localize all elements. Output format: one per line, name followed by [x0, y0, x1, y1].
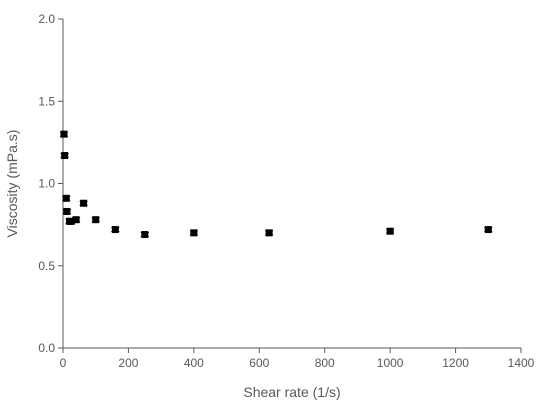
- square-marker: [67, 217, 75, 225]
- square-marker: [61, 152, 69, 160]
- y-tick-label: 1.5: [38, 94, 55, 108]
- y-tick-group: 0.0 0.5 1.0 1.5 2.0: [38, 12, 63, 355]
- x-tick-label: 200: [118, 356, 138, 370]
- square-marker: [386, 227, 394, 235]
- axes: [62, 19, 521, 349]
- x-tick-label: 400: [184, 356, 204, 370]
- square-marker: [80, 199, 88, 207]
- square-marker: [63, 207, 71, 215]
- x-tick-label: 800: [315, 356, 335, 370]
- data-point: [265, 229, 274, 237]
- data-point: [189, 229, 198, 237]
- data-point: [91, 216, 100, 224]
- data-point: [59, 130, 68, 138]
- data-point: [140, 230, 149, 238]
- data-point: [79, 199, 88, 207]
- data-point: [72, 216, 81, 224]
- y-tick-label: 0.0: [38, 341, 55, 355]
- x-tick-label: 600: [249, 356, 269, 370]
- x-tick-label: 0: [60, 356, 67, 370]
- square-marker: [111, 226, 119, 234]
- data-points: [59, 130, 493, 238]
- square-marker: [60, 130, 68, 138]
- y-tick-label: 1.0: [38, 177, 55, 191]
- square-marker: [190, 229, 198, 237]
- data-point: [111, 226, 120, 234]
- y-axis-label: Viscosity (mPa.s): [4, 130, 20, 238]
- y-tick-label: 2.0: [38, 12, 55, 26]
- y-tick-label: 0.5: [38, 259, 55, 273]
- square-marker: [72, 216, 80, 224]
- square-marker: [265, 229, 273, 237]
- x-tick-label: 1400: [508, 356, 535, 370]
- data-point: [484, 226, 493, 234]
- square-marker: [92, 216, 100, 224]
- square-marker: [141, 230, 149, 238]
- square-marker: [484, 226, 492, 234]
- x-tick-group: 0 200 400 600 800 1000 1200 1400: [60, 348, 535, 370]
- data-point: [62, 207, 71, 215]
- data-point: [62, 194, 71, 202]
- x-tick-label: 1200: [442, 356, 469, 370]
- x-tick-label: 1000: [377, 356, 404, 370]
- data-point: [60, 152, 69, 160]
- x-axis-label: Shear rate (1/s): [243, 384, 340, 400]
- square-marker: [62, 194, 70, 202]
- data-point: [386, 227, 395, 235]
